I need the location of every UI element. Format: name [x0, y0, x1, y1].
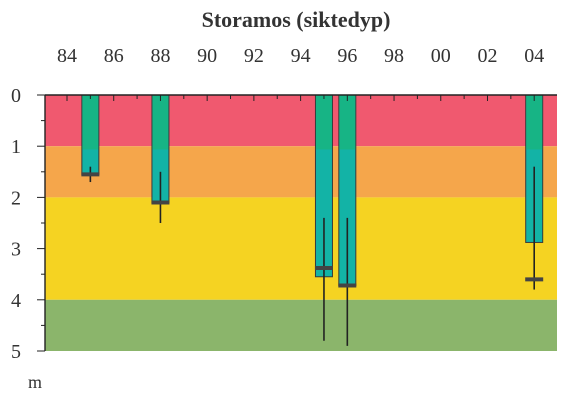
x-tick-label: 90: [197, 45, 217, 67]
x-tick-label: 98: [384, 45, 404, 67]
y-tick-label: 4: [11, 290, 21, 312]
plot-frame: [37, 94, 557, 352]
bar-highlight-1988: [152, 95, 169, 150]
x-tick-label: 84: [57, 45, 77, 67]
y-tick-label: 2: [11, 187, 21, 209]
chart-title: Storamos (siktedyp): [202, 7, 391, 32]
bar-highlight-1995: [315, 95, 332, 150]
bar-highlight-1985: [82, 95, 99, 150]
y-tick-label: 3: [11, 239, 21, 261]
band-2: [45, 197, 557, 300]
x-tick-label: 00: [431, 45, 451, 67]
y-tick-label: 5: [11, 341, 21, 363]
x-tick-label: 86: [104, 45, 124, 67]
y-axis-unit: m: [28, 372, 42, 392]
bars: [81, 94, 544, 346]
y-axis-ticks: 0 1 2 3 4 5: [11, 85, 21, 363]
depth-bands: [45, 95, 557, 351]
bar-highlight-2004: [526, 95, 543, 150]
bar-highlight-1996: [339, 95, 356, 150]
y-tick-label: 0: [11, 85, 21, 107]
band-3: [45, 299, 557, 351]
x-tick-label: 04: [524, 45, 544, 67]
x-tick-label: 94: [291, 45, 311, 67]
x-axis-ticks: 84 86 88 90 92 94 96 98 00 02 04: [57, 45, 544, 67]
y-tick-label: 1: [11, 136, 21, 158]
x-tick-label: 96: [337, 45, 357, 67]
x-tick-label: 88: [150, 45, 170, 67]
band-1: [45, 146, 557, 198]
x-tick-label: 92: [244, 45, 264, 67]
x-tick-label: 02: [477, 45, 497, 67]
band-0: [45, 95, 557, 147]
